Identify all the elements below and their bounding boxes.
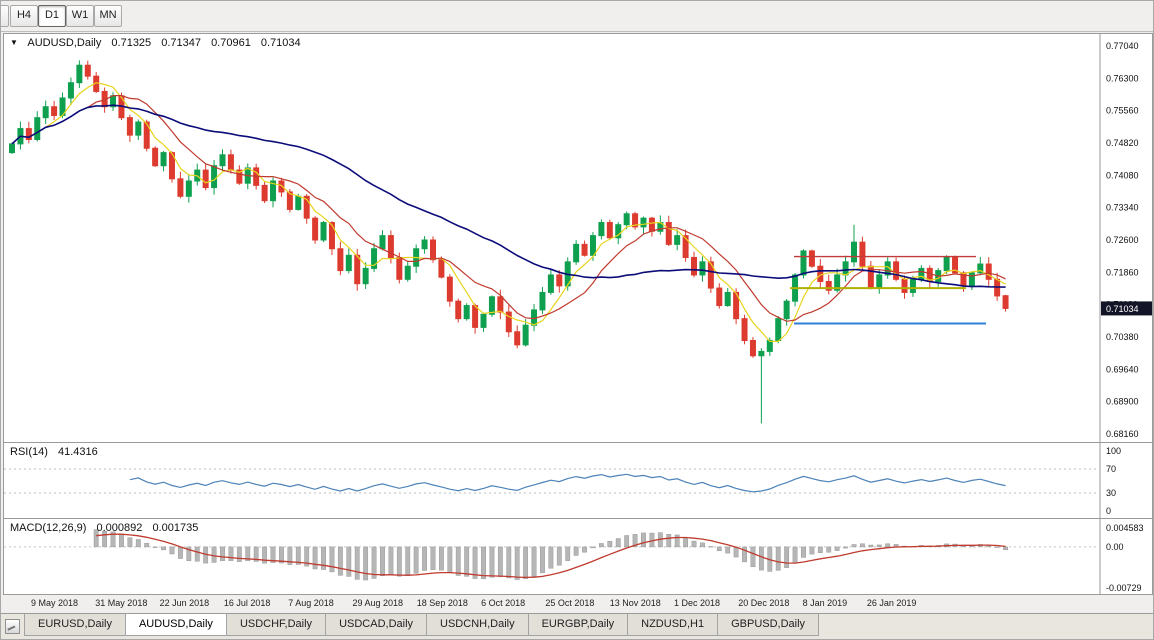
chart-tab-gbpusd[interactable]: GBPUSD,Daily bbox=[717, 614, 820, 636]
chart-tab-audusd[interactable]: AUDUSD,Daily bbox=[124, 614, 227, 636]
ma-slow-line bbox=[11, 104, 1006, 288]
macd-signal-line bbox=[96, 533, 1006, 579]
date-axis-label: 16 Jul 2018 bbox=[223, 598, 271, 608]
price-axis-label: 0.72600 bbox=[1106, 235, 1139, 245]
date-axis-label: 18 Sep 2018 bbox=[416, 598, 468, 608]
rsi-axis-label: 70 bbox=[1106, 464, 1116, 474]
macd-value1: 0.000892 bbox=[96, 522, 143, 534]
macd-value2: 0.001735 bbox=[152, 522, 199, 534]
ohlc-close: 0.71034 bbox=[260, 37, 301, 49]
current-price-value: 0.71034 bbox=[1106, 304, 1139, 314]
date-axis-label: 20 Dec 2018 bbox=[738, 598, 790, 608]
date-axis-label: 13 Nov 2018 bbox=[609, 598, 661, 608]
chart-title: ▼ AUDUSD,Daily 0.71325 0.71347 0.70961 0… bbox=[10, 37, 308, 49]
timeframe-button-mn[interactable]: MN bbox=[94, 5, 122, 27]
macd-panel[interactable]: MACD(12,26,9) 0.000892 0.001735 0.004583… bbox=[3, 518, 1153, 595]
chart-tab-eurusd[interactable]: EURUSD,Daily bbox=[24, 614, 126, 636]
candlestick-chart[interactable]: 0.77040 0.76300 0.75560 0.74820 0.74080 0.733… bbox=[4, 34, 1152, 442]
price-axis-label: 0.75560 bbox=[1106, 106, 1139, 116]
rsi-axis-label: 100 bbox=[1106, 446, 1121, 456]
chart-tabs: EURUSD,Daily AUDUSD,Daily USDCHF,Daily USDC… bbox=[24, 614, 820, 636]
date-axis-label: 7 Aug 2018 bbox=[288, 598, 334, 608]
date-axis-label: 26 Jan 2019 bbox=[866, 598, 917, 608]
date-axis-label: 31 May 2018 bbox=[95, 598, 148, 608]
rsi-chart[interactable]: 100 70 30 0 bbox=[4, 443, 1152, 518]
price-chart-panel[interactable]: ▼ AUDUSD,Daily 0.71325 0.71347 0.70961 0… bbox=[3, 33, 1153, 443]
price-axis-label: 0.74080 bbox=[1106, 170, 1139, 180]
chart-tab-usdchf[interactable]: USDCHF,Daily bbox=[225, 614, 327, 636]
rsi-value: 41.4316 bbox=[57, 446, 98, 458]
macd-axis-top: 0.004583 bbox=[1106, 523, 1144, 533]
date-axis-label: 6 Oct 2018 bbox=[481, 598, 526, 608]
price-axis-label: 0.73340 bbox=[1106, 203, 1139, 213]
current-price-badge: 0.71034 bbox=[1101, 301, 1152, 316]
rsi-label: RSI(14) 41.4316 bbox=[10, 446, 105, 458]
timeframe-button-w1[interactable]: W1 bbox=[66, 5, 94, 27]
ma-mid-line bbox=[11, 94, 1006, 322]
rsi-axis-label: 30 bbox=[1106, 488, 1116, 498]
date-axis-label: 22 Jun 2018 bbox=[159, 598, 210, 608]
rsi-name: RSI(14) bbox=[10, 446, 48, 458]
ohlc-low: 0.70961 bbox=[211, 37, 251, 49]
price-axis-label: 0.68900 bbox=[1106, 397, 1139, 407]
charts-icon bbox=[5, 619, 20, 634]
date-axis-label: 9 May 2018 bbox=[31, 598, 79, 608]
price-axis-label: 0.76300 bbox=[1106, 73, 1139, 83]
macd-name: MACD(12,26,9) bbox=[10, 522, 87, 534]
timeframe-toolbar: H4 D1 W1 MN bbox=[1, 1, 1153, 32]
macd-histogram bbox=[93, 529, 1008, 581]
date-axis-label: 29 Aug 2018 bbox=[352, 598, 404, 608]
price-axis-label: 0.77040 bbox=[1106, 41, 1139, 51]
timeframe-button-d1[interactable]: D1 bbox=[38, 5, 66, 27]
chart-tab-eurgbp[interactable]: EURGBP,Daily bbox=[527, 614, 629, 636]
ohlc-open: 0.71325 bbox=[111, 37, 152, 49]
chart-tab-usdcad[interactable]: USDCAD,Daily bbox=[325, 614, 428, 636]
date-axis-label: 25 Oct 2018 bbox=[545, 598, 595, 608]
timeframe-button-h4[interactable]: H4 bbox=[10, 5, 38, 27]
chart-tab-usdcnh[interactable]: USDCNH,Daily bbox=[426, 614, 529, 636]
rsi-axis-label: 0 bbox=[1106, 506, 1111, 516]
chart-tabbar: EURUSD,Daily AUDUSD,Daily USDCHF,Daily USDC… bbox=[1, 613, 1153, 639]
price-axis-label: 0.74820 bbox=[1106, 138, 1139, 148]
chart-tab-nzdusd[interactable]: NZDUSD,H1 bbox=[627, 614, 719, 636]
macd-axis-bottom: -0.00729 bbox=[1106, 583, 1142, 593]
macd-chart[interactable]: 0.004583 0.00 -0.00729 bbox=[4, 519, 1152, 594]
macd-axis-zero: 0.00 bbox=[1106, 542, 1124, 552]
macd-label: MACD(12,26,9) 0.000892 0.001735 bbox=[10, 522, 205, 534]
price-axis-label: 0.71860 bbox=[1106, 267, 1139, 277]
chart-symbol: AUDUSD,Daily bbox=[27, 37, 102, 49]
date-axis: 9 May 2018 31 May 2018 22 Jun 2018 16 Jul 2… bbox=[3, 595, 1153, 613]
date-axis-label: 1 Dec 2018 bbox=[674, 598, 721, 608]
cropped-button[interactable] bbox=[1, 5, 9, 27]
price-axis-label: 0.69640 bbox=[1106, 364, 1139, 374]
rsi-panel[interactable]: RSI(14) 41.4316 100 70 30 0 bbox=[3, 442, 1153, 519]
ohlc-high: 0.71347 bbox=[161, 37, 201, 49]
candles-layer bbox=[9, 60, 1009, 424]
date-axis-label: 8 Jan 2019 bbox=[802, 598, 848, 608]
rsi-line bbox=[129, 473, 1006, 493]
ma-fast-line bbox=[11, 82, 1006, 342]
chart-menu-icon[interactable]: ▼ bbox=[10, 38, 18, 47]
price-axis-label: 0.68160 bbox=[1106, 429, 1139, 439]
price-axis-label: 0.70380 bbox=[1106, 332, 1139, 342]
